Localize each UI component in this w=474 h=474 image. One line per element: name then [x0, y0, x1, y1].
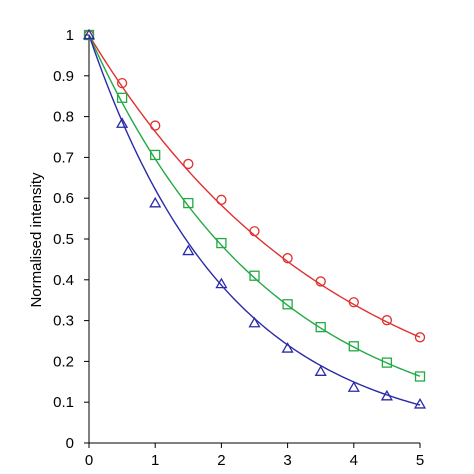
x-tick-label: 2 — [217, 452, 225, 469]
data-point-circle — [414, 332, 426, 343]
data-point-triangle — [82, 28, 96, 40]
data-point-triangle — [182, 244, 195, 256]
y-tick-label: 0.2 — [53, 353, 74, 370]
data-point-triangle — [116, 117, 129, 128]
x-tick-label: 3 — [283, 452, 291, 469]
data-point-triangle — [380, 389, 393, 401]
y-axis-label: Normalised intensity — [28, 172, 45, 308]
y-tick-label: 0.1 — [53, 394, 74, 411]
data-point-square — [348, 341, 359, 352]
y-tick-label: 0.6 — [53, 190, 74, 207]
data-point-triangle — [281, 342, 294, 353]
data-point-square — [216, 237, 227, 249]
data-point-square — [249, 270, 260, 281]
data-point-square — [381, 357, 393, 368]
data-point-circle — [315, 276, 326, 287]
data-point-square — [315, 321, 326, 333]
data-point-circle — [282, 253, 293, 264]
x-tick-label: 1 — [151, 452, 159, 469]
data-point-circle — [183, 158, 194, 170]
fit-curve-square — [88, 34, 421, 377]
y-tick-label: 0.4 — [53, 272, 74, 289]
fit-curve-circle — [88, 34, 421, 338]
y-tick-label: 0.8 — [53, 109, 74, 126]
data-point-triangle — [413, 397, 427, 409]
data-points — [82, 28, 427, 409]
y-tick-label: 0.7 — [53, 149, 74, 166]
fit-curve-triangle — [88, 34, 421, 406]
data-point-triangle — [347, 381, 360, 392]
data-point-square — [150, 149, 161, 161]
data-point-circle — [249, 226, 260, 237]
data-point-triangle — [314, 365, 327, 376]
data-point-triangle — [248, 316, 261, 328]
data-point-circle — [348, 297, 359, 308]
fit-curves — [88, 34, 421, 406]
y-tick-label: 0.9 — [53, 68, 74, 85]
data-point-circle — [150, 120, 161, 131]
y-tick-label: 0.3 — [53, 313, 74, 330]
data-point-square — [282, 299, 293, 310]
data-point-square — [183, 197, 194, 209]
x-tick-label: 4 — [350, 452, 358, 469]
data-point-square — [414, 371, 426, 382]
data-point-triangle — [215, 277, 228, 289]
data-point-circle — [216, 194, 227, 205]
data-point-circle — [116, 77, 128, 89]
x-tick-label: 5 — [416, 452, 424, 469]
data-point-triangle — [149, 196, 162, 208]
y-tick-label: 1 — [66, 27, 74, 44]
data-point-square — [116, 92, 128, 103]
axes: 0 0.1 0.2 0.3 0.4 0.5 0.6 0.7 0.8 0.9 1 0 1 2 3 4 5 — [53, 27, 424, 469]
data-point-circle — [381, 315, 393, 326]
y-tick-label: 0.5 — [53, 231, 74, 248]
x-tick-label: 0 — [85, 452, 93, 469]
y-tick-label: 0 — [66, 435, 74, 452]
